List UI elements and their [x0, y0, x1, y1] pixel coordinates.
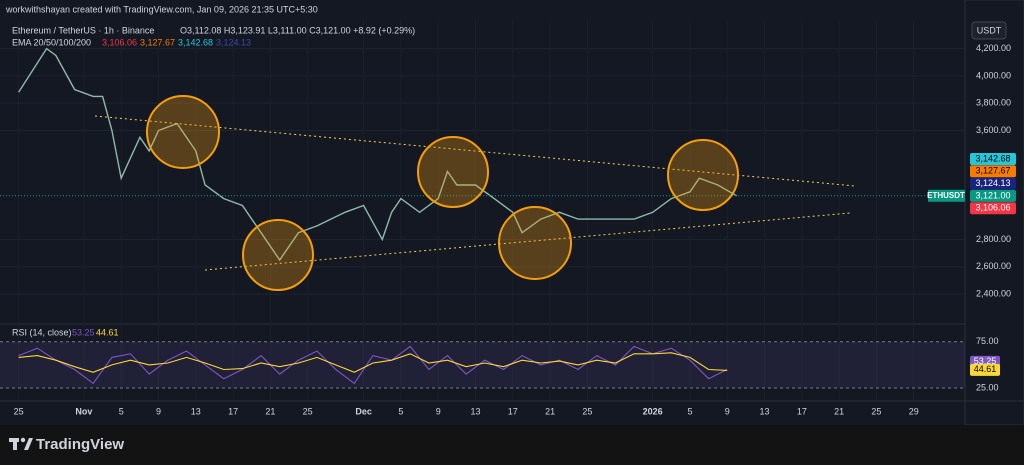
price-badge: [970, 202, 1016, 215]
x-tick-label: 25: [582, 406, 592, 416]
symbol: Ethereum / TetherUS · 1h · Binance: [12, 25, 154, 35]
x-tick-label: 29: [909, 406, 919, 416]
x-tick-label: 21: [265, 406, 275, 416]
rsi-legend-value: 44.61: [96, 327, 119, 337]
x-tick-label: 5: [687, 406, 692, 416]
highlight-circle: [667, 139, 739, 211]
rsi-legend-value: 53.25: [72, 327, 95, 337]
price-badge: [970, 177, 1016, 190]
highlight-circle: [417, 136, 489, 208]
highlight-circle: [146, 95, 220, 169]
x-tick-label: 17: [797, 406, 807, 416]
y-tick-label: 4,200.00: [976, 43, 1011, 53]
price-badge: [970, 165, 1016, 178]
x-tick-label: 17: [228, 406, 238, 416]
highlight-circle: [242, 219, 314, 291]
price-badge-label: 3,127.67: [975, 166, 1010, 176]
y-tick-label: 25.00: [976, 382, 999, 392]
brand: TradingView: [36, 436, 124, 453]
ohlc: O3,112.08 H3,123.91 L3,111.00 C3,121.00 …: [180, 25, 415, 35]
x-tick-label: 5: [398, 406, 403, 416]
currency[interactable]: USDT: [977, 25, 1002, 35]
x-tick-label: 17: [508, 406, 518, 416]
series-line: [18, 47, 737, 262]
x-tick-label: Nov: [75, 406, 92, 416]
ema-value: 3,142.68: [178, 37, 213, 47]
price-badge-label: 3,121.00: [975, 190, 1010, 200]
x-tick-label: 25: [14, 406, 24, 416]
currency-box[interactable]: [971, 21, 1007, 40]
price-badge-label: 3,124.13: [975, 178, 1010, 188]
y-tick-label: 75.00: [976, 336, 999, 346]
highlight-circle: [498, 206, 572, 280]
y-tick-label: 2,800.00: [976, 234, 1011, 244]
symbol-tag: ETHUSDT: [927, 191, 965, 200]
y-tick-label: 2,400.00: [976, 288, 1011, 298]
y-tick-label: 3,800.00: [976, 98, 1011, 108]
series-line: [18, 352, 728, 373]
brand-logo: [9, 437, 33, 450]
rsi-badge-label: 53.25: [974, 356, 997, 366]
price-badge: [970, 153, 1016, 165]
ema-value: 3,106.06: [102, 37, 137, 47]
price-badge: [970, 189, 1016, 202]
y-tick-label: 2,600.00: [976, 261, 1011, 271]
ema-name: EMA 20/50/100/200: [12, 37, 91, 47]
x-tick-label: Dec: [355, 406, 372, 416]
x-tick-label: 9: [436, 406, 441, 416]
rsi-title: RSI (14, close): [12, 327, 72, 337]
rsi-badge: [970, 363, 1000, 376]
x-tick-label: 21: [545, 406, 555, 416]
x-tick-label: 13: [191, 406, 201, 416]
trend-line: [94, 115, 856, 187]
ema-value: 3,124.13: [216, 37, 251, 47]
x-tick-label: 25: [303, 406, 313, 416]
x-tick-label: 13: [470, 406, 480, 416]
x-tick-label: 5: [119, 406, 124, 416]
rsi-badge-label: 44.61: [974, 364, 997, 374]
footer: [0, 425, 1024, 465]
rsi-band: [0, 341, 965, 388]
x-tick-label: 9: [156, 406, 161, 416]
credit: workwithshayan created with TradingView.…: [5, 4, 318, 14]
x-tick-label: 21: [834, 406, 844, 416]
x-tick-label: 25: [871, 406, 881, 416]
x-tick-label: 13: [760, 406, 770, 416]
price-badge-label: 3,106.06: [975, 203, 1010, 213]
x-tick-label: 2026: [643, 406, 663, 416]
symbol-tag-bg: [928, 189, 965, 202]
y-tick-label: 3,600.00: [976, 125, 1011, 135]
x-tick-label: 9: [725, 406, 730, 416]
y-tick-label: 4,000.00: [976, 70, 1011, 80]
ema-value: 3,127.67: [140, 37, 175, 47]
price-badge-label: 3,142.68: [975, 153, 1010, 163]
